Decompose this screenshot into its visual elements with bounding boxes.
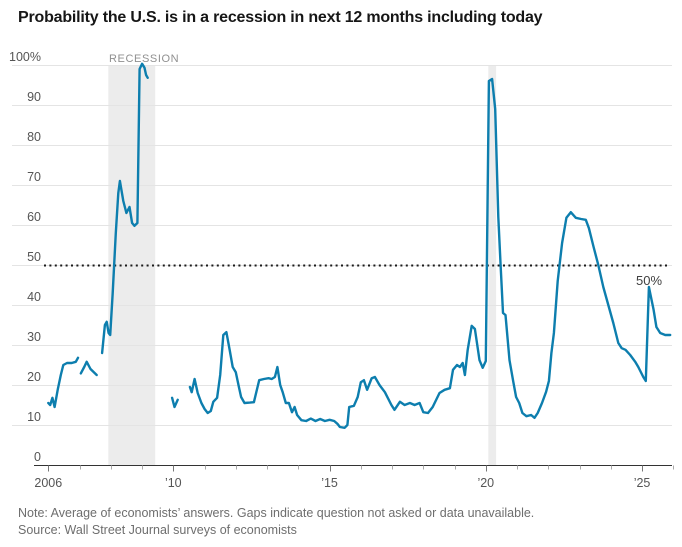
y-tick-label: 20 xyxy=(27,370,41,384)
line-segment xyxy=(100,62,149,355)
chart-footer: Note: Average of economists’ answers. Ga… xyxy=(18,505,668,539)
line-segment xyxy=(47,356,80,409)
y-tick-label: 60 xyxy=(27,210,41,224)
line-segment xyxy=(79,360,98,377)
y-tick-label: 50 xyxy=(27,250,41,264)
chart-title: Probability the U.S. is in a recession i… xyxy=(18,9,543,26)
y-tick-label: 0 xyxy=(34,450,41,464)
y-tick-label: 10 xyxy=(27,410,41,424)
x-axis-labels: 2006 ’10 ’15 ’20 ’25 xyxy=(34,476,650,490)
x-axis-ticks xyxy=(48,465,674,472)
y-tick-label: 100% xyxy=(9,50,41,64)
x-tick-label: ’20 xyxy=(477,476,494,490)
fifty-percent-annotation: 50% xyxy=(636,273,662,288)
y-axis-labels: 100% 90 80 70 60 50 40 30 20 10 0 xyxy=(9,50,41,464)
y-gridlines xyxy=(12,65,672,467)
y-tick-label: 90 xyxy=(27,90,41,104)
line-segment xyxy=(188,77,672,429)
y-tick-label: 30 xyxy=(27,330,41,344)
y-tick-label: 40 xyxy=(27,290,41,304)
x-tick-label: ’15 xyxy=(321,476,338,490)
recession-annotation: RECESSION xyxy=(109,53,179,65)
chart-source: Source: Wall Street Journal surveys of e… xyxy=(18,523,297,537)
x-tick-label: 2006 xyxy=(34,476,62,490)
series-recession-probability xyxy=(47,62,672,429)
y-tick-label: 70 xyxy=(27,170,41,184)
line-segment xyxy=(170,396,179,409)
x-tick-label: ’25 xyxy=(634,476,651,490)
chart-note: Note: Average of economists’ answers. Ga… xyxy=(18,506,535,520)
y-tick-label: 80 xyxy=(27,130,41,144)
x-tick-label: ’10 xyxy=(165,476,182,490)
